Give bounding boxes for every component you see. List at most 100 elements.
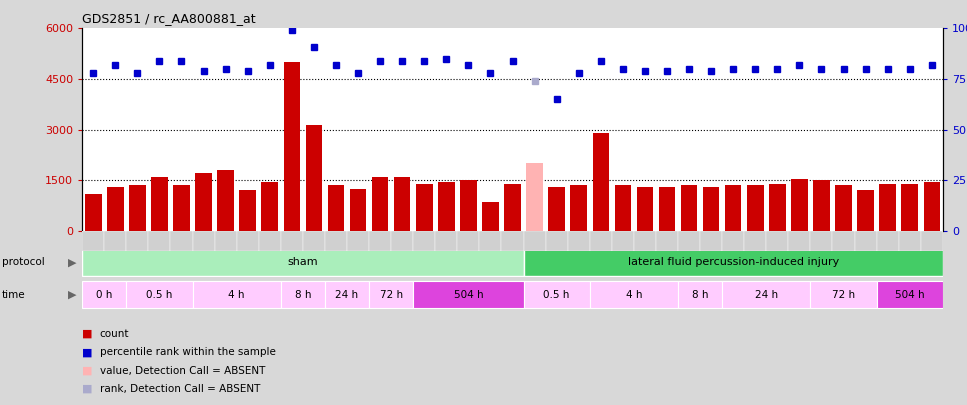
Bar	[372, 177, 389, 231]
FancyBboxPatch shape	[921, 231, 943, 251]
Text: 24 h: 24 h	[754, 290, 777, 300]
Bar	[218, 170, 234, 231]
Text: value, Detection Call = ABSENT: value, Detection Call = ABSENT	[100, 366, 265, 375]
FancyBboxPatch shape	[634, 231, 656, 251]
Bar	[85, 194, 102, 231]
Bar	[659, 187, 675, 231]
Text: percentile rank within the sample: percentile rank within the sample	[100, 347, 276, 357]
Text: lateral fluid percussion-induced injury: lateral fluid percussion-induced injury	[628, 257, 838, 267]
FancyBboxPatch shape	[722, 231, 745, 251]
Bar	[195, 173, 212, 231]
Bar	[747, 185, 764, 231]
Bar	[813, 180, 830, 231]
FancyBboxPatch shape	[192, 281, 280, 308]
FancyBboxPatch shape	[369, 281, 413, 308]
FancyBboxPatch shape	[766, 231, 788, 251]
Text: ▶: ▶	[68, 257, 76, 267]
FancyBboxPatch shape	[590, 231, 612, 251]
Bar	[107, 187, 124, 231]
Bar	[835, 185, 852, 231]
FancyBboxPatch shape	[612, 231, 634, 251]
FancyBboxPatch shape	[745, 231, 766, 251]
Bar	[923, 182, 940, 231]
Bar	[791, 179, 807, 231]
FancyBboxPatch shape	[502, 231, 523, 251]
Text: time: time	[2, 290, 25, 300]
Text: 504 h: 504 h	[454, 290, 484, 300]
Bar	[548, 187, 565, 231]
Bar	[350, 189, 366, 231]
FancyBboxPatch shape	[82, 249, 523, 276]
Text: ■: ■	[82, 329, 93, 339]
FancyBboxPatch shape	[413, 281, 523, 308]
FancyBboxPatch shape	[722, 281, 810, 308]
Text: 4 h: 4 h	[626, 290, 642, 300]
FancyBboxPatch shape	[590, 281, 678, 308]
Text: GDS2851 / rc_AA800881_at: GDS2851 / rc_AA800881_at	[82, 12, 256, 25]
FancyBboxPatch shape	[656, 231, 678, 251]
FancyBboxPatch shape	[215, 231, 237, 251]
Text: count: count	[100, 329, 130, 339]
Bar	[261, 182, 278, 231]
Bar	[151, 177, 167, 231]
FancyBboxPatch shape	[678, 281, 722, 308]
Text: ■: ■	[82, 366, 93, 375]
Text: 8 h: 8 h	[295, 290, 311, 300]
FancyBboxPatch shape	[192, 231, 215, 251]
FancyBboxPatch shape	[347, 231, 369, 251]
FancyBboxPatch shape	[523, 231, 545, 251]
Bar	[504, 183, 521, 231]
FancyBboxPatch shape	[104, 231, 127, 251]
FancyBboxPatch shape	[237, 231, 259, 251]
FancyBboxPatch shape	[82, 281, 127, 308]
FancyBboxPatch shape	[480, 231, 502, 251]
Bar	[173, 185, 190, 231]
FancyBboxPatch shape	[303, 231, 325, 251]
FancyBboxPatch shape	[413, 231, 435, 251]
FancyBboxPatch shape	[127, 281, 192, 308]
Bar	[901, 183, 918, 231]
Bar	[483, 202, 499, 231]
Text: 0.5 h: 0.5 h	[543, 290, 570, 300]
FancyBboxPatch shape	[325, 281, 369, 308]
Bar	[438, 182, 454, 231]
Bar	[879, 183, 896, 231]
FancyBboxPatch shape	[325, 231, 347, 251]
FancyBboxPatch shape	[523, 281, 590, 308]
FancyBboxPatch shape	[82, 231, 104, 251]
FancyBboxPatch shape	[148, 231, 170, 251]
Bar	[240, 190, 256, 231]
FancyBboxPatch shape	[545, 231, 568, 251]
Bar	[615, 185, 631, 231]
FancyBboxPatch shape	[855, 231, 877, 251]
FancyBboxPatch shape	[898, 231, 921, 251]
Text: ■: ■	[82, 347, 93, 357]
Bar	[129, 185, 146, 231]
FancyBboxPatch shape	[280, 231, 303, 251]
FancyBboxPatch shape	[435, 231, 457, 251]
Text: 4 h: 4 h	[228, 290, 245, 300]
Text: 8 h: 8 h	[691, 290, 709, 300]
Bar	[858, 190, 874, 231]
Text: protocol: protocol	[2, 257, 44, 267]
Text: 72 h: 72 h	[832, 290, 855, 300]
Bar	[306, 125, 322, 231]
Bar	[460, 180, 477, 231]
Bar	[681, 185, 697, 231]
FancyBboxPatch shape	[280, 281, 325, 308]
FancyBboxPatch shape	[259, 231, 280, 251]
FancyBboxPatch shape	[877, 231, 898, 251]
Text: 0.5 h: 0.5 h	[146, 290, 173, 300]
Bar	[526, 163, 542, 231]
Bar	[636, 187, 653, 231]
Bar	[725, 185, 742, 231]
FancyBboxPatch shape	[170, 231, 192, 251]
Bar	[703, 187, 719, 231]
Text: 504 h: 504 h	[894, 290, 924, 300]
FancyBboxPatch shape	[369, 231, 391, 251]
Text: 0 h: 0 h	[96, 290, 112, 300]
FancyBboxPatch shape	[523, 249, 943, 276]
FancyBboxPatch shape	[127, 231, 148, 251]
Bar	[328, 185, 344, 231]
FancyBboxPatch shape	[810, 231, 833, 251]
